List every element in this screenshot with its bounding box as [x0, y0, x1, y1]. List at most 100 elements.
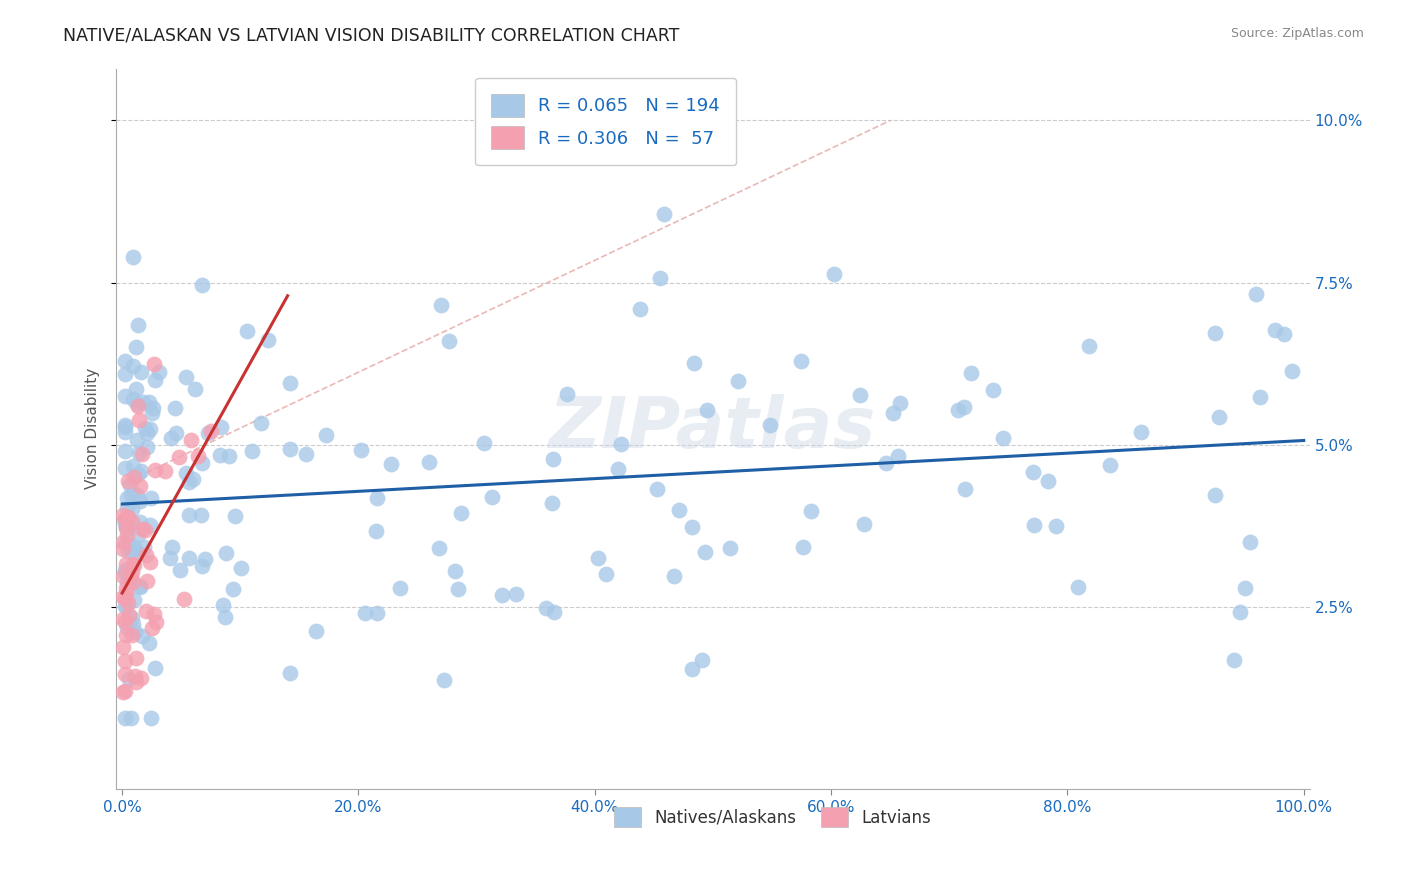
- Point: [128, 446, 150, 460]
- Point: [115, 563, 138, 577]
- Point: [160, 540, 183, 554]
- Point: [112, 535, 135, 549]
- Point: [128, 479, 150, 493]
- Point: [139, 422, 162, 436]
- Point: [543, 605, 565, 619]
- Point: [212, 599, 235, 613]
- Point: [1239, 534, 1261, 549]
- Point: [177, 551, 200, 566]
- Point: [595, 567, 617, 582]
- Point: [388, 581, 411, 595]
- Point: [129, 493, 152, 508]
- Point: [114, 389, 136, 403]
- Point: [159, 550, 181, 565]
- Point: [946, 402, 969, 417]
- Point: [114, 512, 136, 526]
- Point: [180, 433, 202, 447]
- Point: [366, 524, 388, 538]
- Point: [131, 447, 153, 461]
- Point: [131, 629, 153, 643]
- Point: [695, 545, 717, 559]
- Point: [120, 570, 142, 584]
- Point: [122, 458, 145, 473]
- Point: [160, 431, 183, 445]
- Point: [541, 496, 564, 510]
- Point: [427, 541, 450, 555]
- Point: [191, 456, 214, 470]
- Point: [800, 504, 823, 518]
- Point: [177, 508, 200, 523]
- Point: [148, 365, 170, 379]
- Point: [143, 661, 166, 675]
- Point: [472, 436, 495, 450]
- Point: [190, 278, 212, 293]
- Point: [114, 367, 136, 381]
- Point: [120, 478, 142, 492]
- Point: [114, 711, 136, 725]
- Point: [125, 674, 148, 689]
- Point: [114, 654, 136, 668]
- Point: [131, 522, 153, 536]
- Point: [143, 373, 166, 387]
- Point: [1130, 425, 1153, 439]
- Text: NATIVE/ALASKAN VS LATVIAN VISION DISABILITY CORRELATION CHART: NATIVE/ALASKAN VS LATVIAN VISION DISABIL…: [63, 27, 679, 45]
- Point: [114, 557, 136, 571]
- Point: [1229, 606, 1251, 620]
- Point: [224, 508, 246, 523]
- Point: [143, 357, 166, 371]
- Point: [1022, 518, 1045, 533]
- Point: [179, 475, 201, 490]
- Point: [117, 596, 139, 610]
- Point: [122, 250, 145, 264]
- Point: [418, 455, 440, 469]
- Point: [114, 615, 136, 630]
- Point: [127, 528, 149, 542]
- Point: [115, 585, 138, 599]
- Point: [114, 666, 136, 681]
- Point: [117, 500, 139, 515]
- Point: [117, 474, 139, 488]
- Point: [122, 557, 145, 571]
- Legend: Natives/Alaskans, Latvians: Natives/Alaskans, Latvians: [606, 799, 939, 835]
- Point: [165, 426, 187, 441]
- Point: [176, 466, 198, 480]
- Point: [257, 333, 280, 347]
- Point: [114, 354, 136, 368]
- Point: [142, 401, 165, 416]
- Point: [112, 685, 135, 699]
- Point: [366, 491, 388, 506]
- Text: Source: ZipAtlas.com: Source: ZipAtlas.com: [1230, 27, 1364, 40]
- Point: [112, 508, 135, 522]
- Point: [128, 546, 150, 560]
- Point: [1204, 488, 1226, 502]
- Point: [120, 488, 142, 502]
- Point: [350, 442, 373, 457]
- Point: [125, 433, 148, 447]
- Point: [194, 552, 217, 566]
- Y-axis label: Vision Disability: Vision Disability: [86, 368, 100, 490]
- Point: [136, 441, 159, 455]
- Point: [114, 599, 136, 614]
- Point: [129, 465, 152, 479]
- Point: [1099, 458, 1122, 473]
- Point: [114, 566, 136, 580]
- Point: [121, 565, 143, 579]
- Point: [135, 604, 157, 618]
- Point: [960, 366, 983, 380]
- Point: [125, 651, 148, 665]
- Point: [114, 591, 136, 605]
- Point: [952, 400, 974, 414]
- Point: [138, 395, 160, 409]
- Point: [1077, 339, 1099, 353]
- Point: [112, 568, 135, 582]
- Point: [114, 461, 136, 475]
- Point: [278, 665, 301, 680]
- Point: [129, 365, 152, 379]
- Point: [141, 621, 163, 635]
- Point: [139, 555, 162, 569]
- Point: [117, 510, 139, 524]
- Point: [115, 521, 138, 535]
- Point: [610, 437, 633, 451]
- Point: [121, 627, 143, 641]
- Point: [889, 396, 911, 410]
